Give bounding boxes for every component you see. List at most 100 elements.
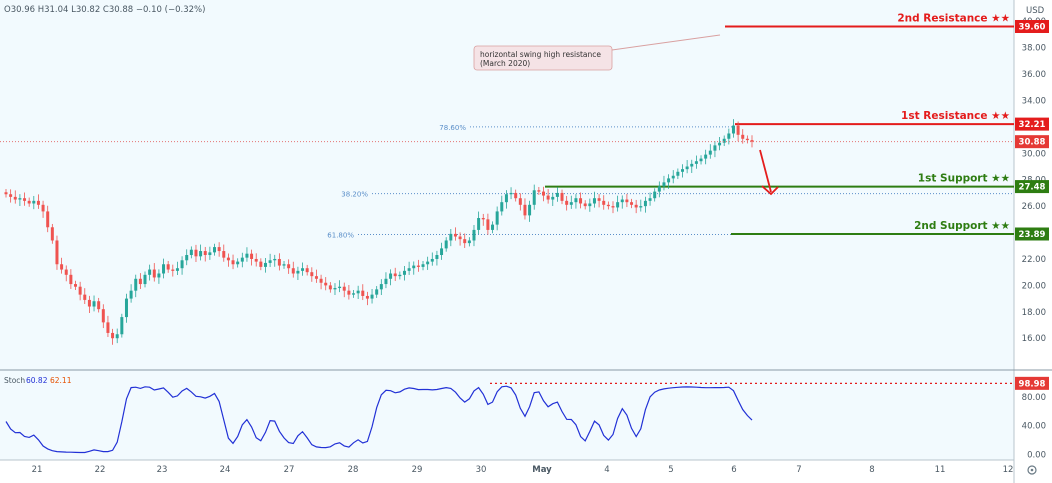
- candle: [648, 192, 652, 206]
- candle: [523, 198, 527, 220]
- candle-body: [32, 200, 36, 204]
- candle-body: [189, 249, 193, 256]
- currency-label: USD: [1026, 6, 1045, 16]
- candle: [407, 261, 411, 275]
- candle: [412, 261, 416, 275]
- candle: [148, 264, 152, 281]
- level-label: 2nd Resistance ★★: [897, 12, 1010, 24]
- candle: [277, 253, 281, 271]
- annotation-text-line2: (March 2020): [480, 59, 530, 68]
- candle: [444, 237, 448, 252]
- time-axis-background[interactable]: [0, 460, 1014, 483]
- candle: [282, 260, 286, 269]
- candle: [324, 277, 328, 291]
- candle: [657, 181, 661, 198]
- candle: [226, 253, 230, 267]
- candle-body: [180, 260, 184, 269]
- candle: [662, 175, 666, 191]
- candle-body: [495, 211, 499, 225]
- candle: [704, 149, 708, 165]
- candle-body: [333, 288, 337, 290]
- candle: [342, 282, 346, 298]
- annotation-callout[interactable]: horizontal swing high resistance (March …: [473, 34, 721, 71]
- price-axis-background[interactable]: [1014, 0, 1052, 483]
- candle: [129, 284, 133, 303]
- candle: [203, 246, 207, 262]
- candle-body: [352, 293, 356, 295]
- candle-body: [685, 166, 689, 170]
- candle: [708, 144, 712, 159]
- candle-body: [106, 322, 110, 333]
- stoch-d-value: 62.11: [50, 376, 72, 385]
- settings-gear-icon[interactable]: [1027, 465, 1037, 475]
- candle: [736, 121, 740, 142]
- candles: [4, 119, 754, 345]
- level-price-label: 39.60: [1019, 22, 1046, 32]
- candle: [588, 198, 592, 212]
- candle-body: [250, 253, 254, 259]
- candle-body: [407, 268, 411, 271]
- candle-body: [301, 268, 305, 271]
- candle: [500, 195, 504, 216]
- fib-level-label: 78.60%: [439, 124, 466, 132]
- candle-body: [708, 150, 712, 155]
- candle: [92, 295, 96, 312]
- candle: [699, 155, 703, 165]
- price-tick-label: 20.00: [1022, 281, 1046, 291]
- candle-body: [579, 198, 583, 204]
- time-tick-label: 27: [284, 465, 295, 475]
- candle: [4, 188, 8, 198]
- candle: [347, 284, 351, 300]
- candle-body: [412, 265, 416, 269]
- candle: [208, 246, 212, 260]
- candle-body: [175, 268, 179, 271]
- candle: [199, 244, 203, 261]
- candle-body: [310, 272, 314, 277]
- candle-body: [46, 211, 50, 228]
- candle: [569, 195, 573, 209]
- candle-body: [463, 239, 467, 244]
- candle: [514, 189, 518, 202]
- candle: [78, 281, 82, 301]
- candle-body: [375, 289, 379, 295]
- candle-body: [667, 178, 671, 183]
- time-tick-label: 24: [220, 465, 231, 475]
- candle-body: [120, 317, 124, 335]
- candle: [55, 235, 59, 270]
- candle-body: [574, 198, 578, 203]
- fib-level-label: 38.20%: [341, 191, 368, 199]
- candle: [379, 279, 383, 296]
- candle-body: [143, 274, 147, 285]
- candle-body: [648, 198, 652, 201]
- candle: [236, 258, 240, 268]
- candle: [690, 159, 694, 173]
- stoch-tick-label: 40.00: [1022, 422, 1046, 432]
- candle: [560, 189, 564, 205]
- candle-body: [328, 285, 332, 290]
- candle: [231, 254, 235, 270]
- candle-body: [745, 138, 749, 141]
- candle-body: [282, 264, 286, 266]
- candle-body: [236, 261, 240, 265]
- stoch-tick-label: 0.00: [1027, 450, 1046, 460]
- candle-body: [704, 154, 708, 159]
- candle-body: [379, 284, 383, 290]
- candle: [9, 189, 13, 203]
- candle-body: [611, 206, 615, 208]
- candle: [291, 261, 295, 278]
- candle-body: [138, 278, 142, 285]
- candle: [106, 315, 110, 338]
- candle: [541, 186, 545, 202]
- candle-body: [254, 258, 258, 262]
- candle-body: [287, 264, 291, 269]
- time-tick-label: May: [532, 465, 552, 475]
- candle-body: [305, 268, 309, 273]
- candle-body: [74, 284, 78, 287]
- candle-body: [389, 273, 393, 279]
- time-tick-label: 7: [796, 465, 801, 475]
- annotation-box: [473, 45, 613, 71]
- candle-body: [18, 198, 22, 200]
- candle: [616, 195, 620, 212]
- candle: [375, 286, 379, 298]
